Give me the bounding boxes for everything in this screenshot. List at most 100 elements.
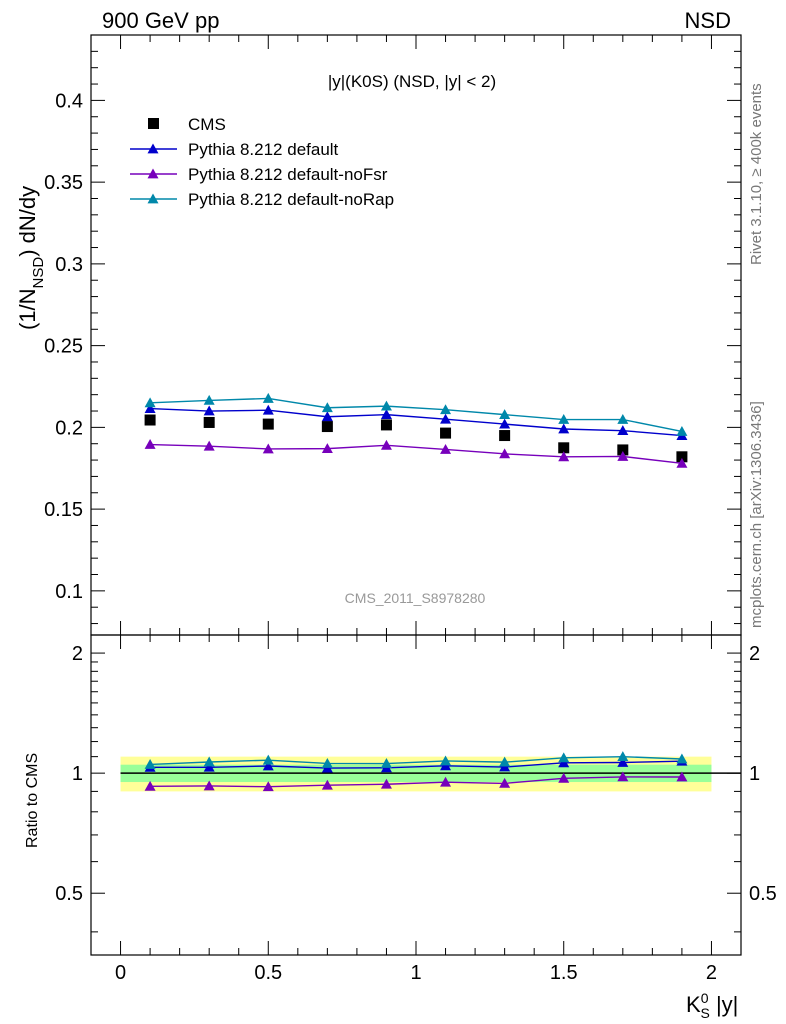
legend-label: Pythia 8.212 default	[188, 140, 339, 159]
ratio-tick-label-right: 1	[749, 763, 760, 785]
series-marker	[440, 413, 452, 424]
ratio-series-marker	[262, 760, 274, 771]
y-tick-label: 0.3	[55, 254, 83, 276]
series-marker	[676, 457, 688, 468]
ratio-series-marker	[558, 752, 570, 763]
series-marker	[380, 409, 392, 420]
rivet-label: Rivet 3.1.10, ≥ 400k events	[748, 83, 765, 265]
ratio-tick-label-right: 0.5	[749, 883, 777, 905]
series-marker	[262, 392, 274, 403]
ratio-series-marker	[144, 758, 156, 769]
ratio-series-marker	[262, 754, 274, 765]
legend-label: CMS	[188, 115, 226, 134]
series-line	[150, 443, 682, 465]
header-left: 900 GeV pp	[102, 8, 219, 33]
watermark: CMS_2011_S8978280	[345, 590, 486, 606]
legend-marker	[147, 168, 159, 179]
series-marker	[144, 397, 156, 408]
cms-data-point	[144, 414, 156, 426]
ratio-tick-label-left: 0.5	[55, 883, 83, 905]
series-marker	[262, 443, 274, 454]
series-marker	[321, 411, 333, 422]
series-marker	[558, 414, 570, 424]
cms-data-point	[203, 416, 215, 428]
x-axis-label: K0 S |y|	[686, 990, 738, 1021]
cms-data-point	[676, 451, 688, 463]
x-tick-label: 1	[410, 962, 421, 984]
ratio-series-marker	[617, 757, 629, 767]
legend: CMS Pythia 8.212 default Pythia 8.212 defa…	[130, 115, 394, 209]
legend-label: Pythia 8.212 default-noRap	[188, 190, 394, 209]
cms-data-point	[380, 419, 392, 431]
ratio-series-marker	[558, 772, 570, 783]
ratio-series-marker	[440, 776, 452, 787]
series-marker	[203, 405, 215, 416]
y-tick-label: 0.1	[55, 581, 83, 603]
main-series	[144, 392, 688, 468]
series-marker	[321, 402, 333, 413]
ratio-series-marker	[262, 781, 274, 792]
y-tick-label: 0.15	[44, 499, 83, 521]
series-marker	[440, 443, 452, 454]
series-marker	[321, 443, 333, 454]
legend-marker	[147, 143, 159, 154]
ratio-series-marker	[499, 756, 511, 767]
chart-title: |y|(K0S) (NSD, |y| < 2)	[328, 72, 496, 91]
ratio-series-line	[150, 776, 682, 788]
ratio-series-marker	[499, 777, 511, 788]
ratio-series-marker	[144, 780, 156, 791]
y-tick-label: 0.25	[44, 336, 83, 358]
series-marker	[144, 439, 156, 449]
x-tick-label: 1.5	[550, 962, 578, 984]
y-tick-label: 0.35	[44, 172, 83, 194]
series-marker	[676, 425, 688, 436]
series-marker	[499, 418, 511, 429]
mcplots-label: mcplots.cern.ch [arXiv:1306.3436]	[748, 401, 765, 628]
legend-marker	[147, 193, 159, 204]
series-marker	[558, 423, 570, 434]
ratio-series-marker	[203, 756, 215, 767]
ratio-tick-label-right: 2	[749, 643, 760, 665]
ratio-series-marker	[321, 757, 333, 768]
ratio-series-marker	[617, 751, 629, 762]
ratio-plot-frame	[90, 634, 742, 956]
series-marker	[558, 451, 570, 462]
ratio-series-marker	[321, 779, 333, 790]
cms-data-point	[321, 421, 333, 433]
series-marker	[440, 404, 452, 415]
series-line	[150, 397, 683, 433]
series-line	[150, 407, 682, 437]
header-right: NSD	[685, 8, 731, 33]
ratio-series-marker	[380, 758, 392, 768]
series-marker	[144, 403, 156, 413]
cms-data-point	[558, 442, 570, 454]
ratio-series-marker	[558, 757, 570, 768]
legend-marker-cms	[148, 118, 159, 129]
y-tick-label: 0.2	[55, 417, 83, 439]
ratio-y-axis-label: Ratio to CMS	[24, 753, 41, 848]
cms-data-point	[499, 430, 511, 442]
ratio-series-marker	[380, 778, 392, 789]
ratio-series-marker	[203, 780, 215, 791]
series-marker	[617, 425, 629, 436]
ratio-series	[144, 751, 688, 792]
cms-data-point	[617, 444, 629, 456]
series-marker	[499, 448, 511, 459]
ratio-series-marker	[617, 771, 629, 782]
cms-data-point	[440, 427, 452, 439]
x-tick-label: 0	[115, 962, 126, 984]
series-marker	[203, 394, 215, 405]
ratio-series-marker	[676, 771, 688, 782]
series-marker	[262, 404, 274, 415]
axes: 0 0.5 1 1.5 2 0.1 0.15 0.2 0.25 0.3 0.35 0.4 0.5 0.5 1…	[44, 34, 777, 984]
series-marker	[380, 400, 392, 411]
x-tick-label: 2	[706, 962, 717, 984]
ratio-series-line	[150, 760, 682, 769]
cms-data-point	[262, 418, 274, 430]
series-marker	[380, 439, 392, 450]
ratio-series-marker	[440, 755, 452, 766]
ratio-series-marker	[676, 753, 688, 764]
ratio-tick-label-left: 2	[72, 643, 83, 665]
ratio-tick-label-left: 1	[72, 763, 83, 785]
